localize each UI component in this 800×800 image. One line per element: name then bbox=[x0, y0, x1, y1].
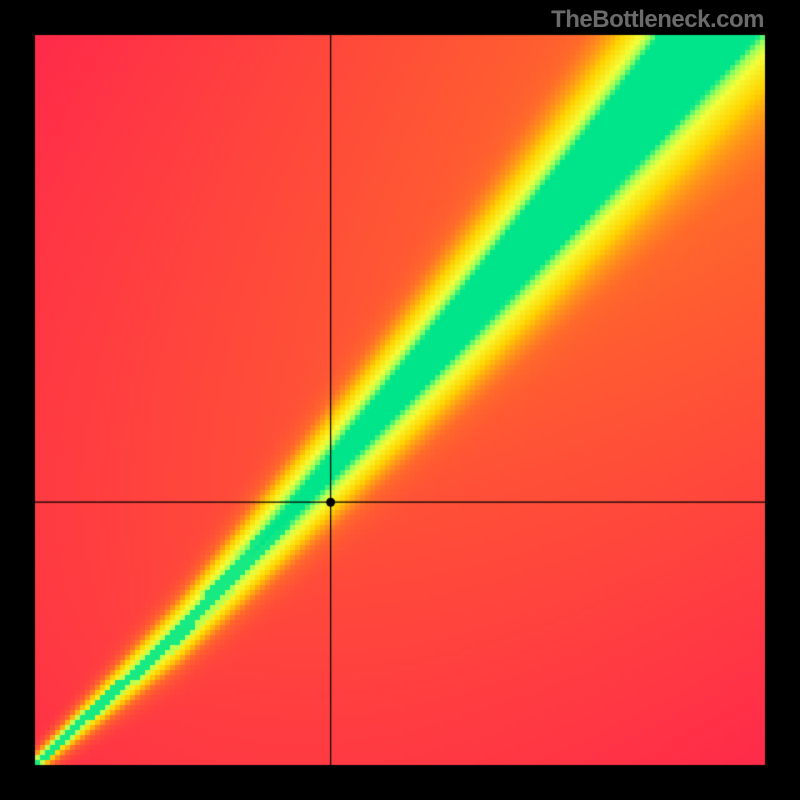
watermark-label: TheBottleneck.com bbox=[551, 6, 764, 34]
bottleneck-heatmap bbox=[0, 0, 800, 800]
chart-container: { "canvas": { "width": 800, "height": 80… bbox=[0, 0, 800, 800]
